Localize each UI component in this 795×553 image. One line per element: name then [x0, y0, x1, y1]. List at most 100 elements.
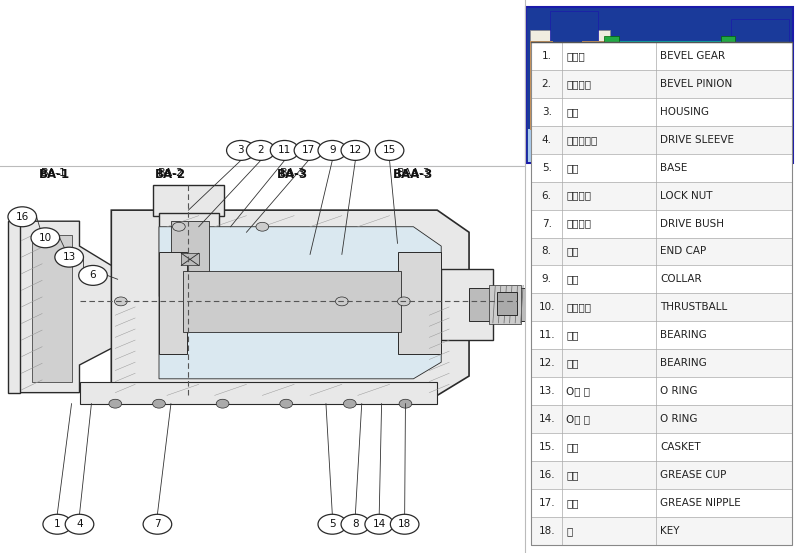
Text: 1: 1 — [54, 519, 60, 529]
Text: CASKET: CASKET — [660, 442, 701, 452]
Text: 1.: 1. — [541, 51, 552, 61]
Polygon shape — [238, 166, 525, 553]
Text: 端盖: 端盖 — [566, 247, 579, 257]
Text: 管堵: 管堵 — [566, 470, 579, 480]
FancyBboxPatch shape — [531, 98, 792, 126]
FancyBboxPatch shape — [531, 517, 792, 545]
Circle shape — [227, 140, 255, 160]
FancyBboxPatch shape — [531, 489, 792, 517]
Text: 壳体: 壳体 — [566, 107, 579, 117]
Text: 轴承: 轴承 — [566, 330, 579, 340]
Text: BAA-3: BAA-3 — [397, 168, 430, 178]
Text: BAA-3: BAA-3 — [394, 168, 433, 181]
Text: 阀杆螺母: 阀杆螺母 — [566, 218, 591, 228]
Circle shape — [256, 222, 269, 231]
FancyBboxPatch shape — [721, 36, 735, 122]
Text: BA-3: BA-3 — [280, 168, 305, 178]
Text: BASE: BASE — [660, 163, 688, 173]
Circle shape — [43, 514, 72, 534]
FancyBboxPatch shape — [181, 253, 199, 265]
Text: 4.: 4. — [541, 135, 552, 145]
Text: BA-3: BA-3 — [277, 168, 308, 181]
Text: BEVEL PINION: BEVEL PINION — [660, 79, 732, 89]
Circle shape — [109, 399, 122, 408]
Text: 3: 3 — [238, 145, 244, 155]
Text: END CAP: END CAP — [660, 247, 707, 257]
Circle shape — [294, 140, 323, 160]
FancyBboxPatch shape — [531, 293, 792, 321]
Circle shape — [335, 297, 348, 306]
FancyBboxPatch shape — [32, 235, 72, 382]
Polygon shape — [111, 210, 469, 395]
Text: 衬套: 衬套 — [566, 274, 579, 284]
Text: O形 圈: O形 圈 — [566, 414, 591, 424]
Text: 15: 15 — [383, 145, 396, 155]
Text: BEARING: BEARING — [660, 330, 707, 340]
FancyBboxPatch shape — [469, 288, 525, 321]
Polygon shape — [159, 227, 441, 379]
FancyBboxPatch shape — [531, 349, 792, 377]
Circle shape — [79, 265, 107, 285]
Text: KEY: KEY — [660, 526, 680, 536]
Text: 7.: 7. — [541, 218, 552, 228]
Text: 7: 7 — [154, 519, 161, 529]
FancyBboxPatch shape — [530, 30, 610, 130]
Text: BEVEL GEAR: BEVEL GEAR — [660, 51, 725, 61]
Text: BA-2: BA-2 — [155, 168, 187, 181]
Circle shape — [399, 399, 412, 408]
FancyBboxPatch shape — [159, 213, 219, 296]
FancyBboxPatch shape — [531, 42, 792, 70]
Text: 2: 2 — [258, 145, 264, 155]
Text: 16.: 16. — [538, 470, 555, 480]
FancyBboxPatch shape — [531, 433, 792, 461]
FancyBboxPatch shape — [531, 461, 792, 489]
Circle shape — [216, 399, 229, 408]
FancyBboxPatch shape — [531, 181, 792, 210]
Circle shape — [153, 399, 165, 408]
FancyBboxPatch shape — [489, 285, 521, 324]
FancyBboxPatch shape — [531, 126, 792, 154]
Text: 弧齿轮: 弧齿轮 — [566, 51, 585, 61]
Circle shape — [390, 514, 419, 534]
FancyBboxPatch shape — [159, 252, 187, 354]
FancyBboxPatch shape — [610, 41, 725, 116]
Text: 12.: 12. — [538, 358, 555, 368]
Polygon shape — [20, 221, 111, 393]
FancyBboxPatch shape — [398, 252, 441, 354]
Text: 锁紧螺母: 锁紧螺母 — [566, 191, 591, 201]
FancyBboxPatch shape — [531, 70, 792, 98]
Text: DRIVE SLEEVE: DRIVE SLEEVE — [660, 135, 735, 145]
Text: 2.: 2. — [541, 79, 552, 89]
Text: 档圈: 档圈 — [566, 442, 579, 452]
FancyBboxPatch shape — [531, 210, 792, 238]
Circle shape — [8, 207, 37, 227]
Text: 10.: 10. — [538, 302, 555, 312]
Text: 13.: 13. — [538, 386, 555, 396]
Text: O形 圈: O形 圈 — [566, 386, 591, 396]
Circle shape — [270, 140, 299, 160]
Text: GREASE CUP: GREASE CUP — [660, 470, 727, 480]
FancyBboxPatch shape — [604, 36, 619, 122]
Circle shape — [55, 247, 83, 267]
FancyBboxPatch shape — [582, 41, 606, 130]
Text: BA-2: BA-2 — [158, 168, 184, 178]
Text: 4: 4 — [76, 519, 83, 529]
Circle shape — [343, 399, 356, 408]
FancyBboxPatch shape — [530, 41, 553, 130]
Text: 10: 10 — [39, 233, 52, 243]
Text: 15.: 15. — [538, 442, 555, 452]
FancyBboxPatch shape — [550, 11, 598, 44]
Circle shape — [375, 140, 404, 160]
Circle shape — [65, 514, 94, 534]
Text: 9: 9 — [329, 145, 335, 155]
Circle shape — [318, 140, 347, 160]
FancyBboxPatch shape — [183, 271, 401, 332]
Circle shape — [341, 140, 370, 160]
Text: 18.: 18. — [538, 526, 555, 536]
Circle shape — [173, 222, 185, 231]
Circle shape — [280, 399, 293, 408]
FancyBboxPatch shape — [80, 382, 437, 404]
Text: 17: 17 — [302, 145, 315, 155]
Circle shape — [246, 140, 275, 160]
FancyBboxPatch shape — [753, 58, 783, 100]
